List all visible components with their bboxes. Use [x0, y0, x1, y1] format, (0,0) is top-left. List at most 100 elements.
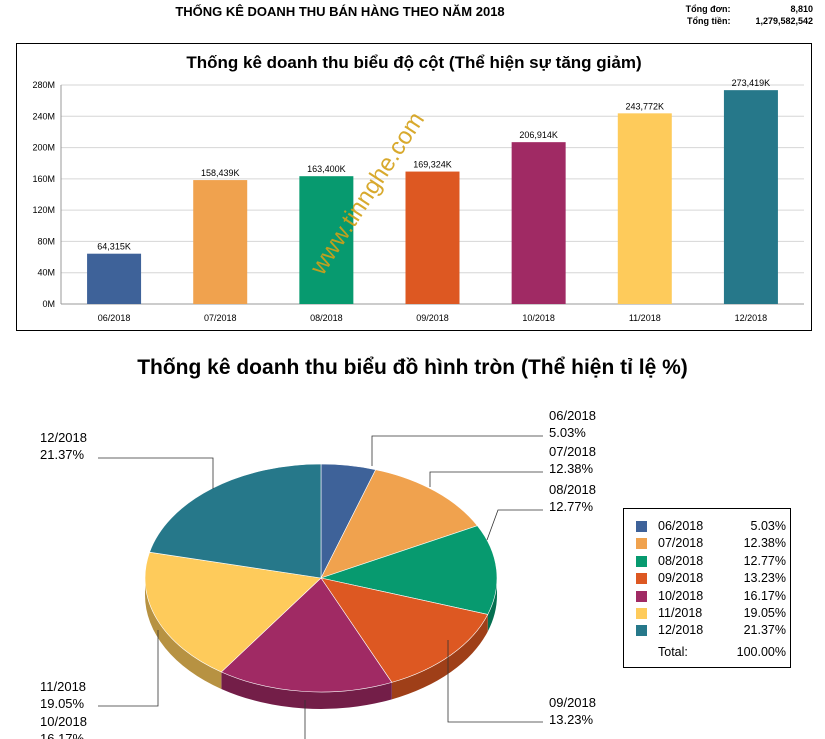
bar-chart-title: Thống kê doanh thu biểu độ cột (Thể hiện… — [186, 53, 641, 72]
legend-item: 10/2018 16.17% — [636, 589, 786, 606]
legend-total: Total: 100.00% — [636, 645, 786, 662]
pie-callout-10/2018: 10/2018 16.17% — [40, 714, 87, 739]
summary-value: 8,810 — [790, 4, 813, 14]
pie-callout-percent: 5.03% — [549, 425, 586, 440]
pie-callout-category: 06/2018 — [549, 408, 596, 423]
pie-leader-line — [98, 457, 214, 489]
y-tick-label: 280M — [32, 80, 55, 90]
legend-percent: 13.23% — [743, 571, 786, 586]
y-tick-label: 0M — [42, 299, 55, 309]
x-tick-label: 11/2018 — [629, 313, 661, 323]
x-tick-label: 12/2018 — [735, 313, 768, 323]
legend-percent: 21.37% — [743, 623, 786, 638]
legend-total-label: Total: — [658, 644, 688, 659]
y-tick-label: 80M — [37, 236, 55, 246]
summary-total-orders: Tổng đơn: 8,810 — [670, 4, 813, 14]
pie-leader-line — [429, 471, 543, 487]
bar-data-label: 206,914K — [519, 130, 558, 140]
y-tick-label: 40M — [37, 268, 55, 278]
legend-percent: 12.38% — [743, 536, 786, 551]
bar-data-label: 273,419K — [732, 78, 771, 88]
pie-slice-07/2018 — [320, 469, 478, 579]
legend-label: 10/2018 — [658, 588, 704, 603]
bar-09/2018 — [405, 171, 460, 304]
legend-item: 06/2018 5.03% — [636, 519, 786, 536]
bar-chart-frame — [16, 43, 812, 331]
pie-leader-line — [98, 630, 159, 707]
summary-label: Tổng tiền: — [686, 16, 731, 26]
legend-label: 07/2018 — [658, 536, 704, 551]
pie-side-10/2018 — [221, 671, 392, 709]
summary-total-amount: Tổng tiền: 1,279,582,542 — [670, 16, 813, 26]
pie-callout-percent: 12.38% — [549, 461, 594, 476]
pie-callout-category: 09/2018 — [549, 695, 596, 710]
bar-data-label: 163,400K — [307, 164, 346, 174]
pie-slice-11/2018 — [144, 551, 322, 673]
bar-08/2018 — [299, 176, 354, 304]
legend-item: 11/2018 19.05% — [636, 606, 786, 623]
pie-callout-category: 08/2018 — [549, 482, 596, 497]
pie-callout-11/2018: 11/2018 19.05% — [40, 679, 86, 711]
x-tick-label: 09/2018 — [416, 313, 449, 323]
pie-slice-10/2018 — [220, 577, 393, 693]
legend-label: 12/2018 — [658, 623, 704, 638]
summary-label: Tổng đơn: — [685, 4, 731, 14]
legend-percent: 5.03% — [750, 519, 786, 533]
pie-callout-07/2018: 07/2018 12.38% — [549, 444, 596, 476]
bar-data-label: 158,439K — [201, 168, 240, 178]
legend-item: 08/2018 12.77% — [636, 554, 786, 571]
bar-12/2018 — [723, 90, 778, 304]
pie-callout-percent: 13.23% — [549, 712, 594, 727]
bar-07/2018 — [193, 180, 248, 304]
x-tick-label: 07/2018 — [204, 313, 237, 323]
y-tick-label: 240M — [32, 111, 55, 121]
x-tick-label: 10/2018 — [522, 313, 555, 323]
legend-swatch — [636, 625, 647, 637]
x-tick-label: 06/2018 — [98, 313, 131, 323]
pie-callout-percent: 16.17% — [40, 731, 85, 739]
legend-label: 06/2018 — [658, 519, 704, 533]
legend-label: 11/2018 — [658, 606, 703, 620]
legend-percent: 19.05% — [743, 606, 786, 620]
pie-callout-08/2018: 08/2018 12.77% — [549, 482, 596, 514]
pie-callout-category: 10/2018 — [40, 714, 87, 729]
pie-slice-08/2018 — [319, 525, 498, 615]
legend-item: 12/2018 21.37% — [636, 623, 786, 640]
summary-value: 1,279,582,542 — [755, 16, 813, 26]
pie-leader-line — [371, 435, 543, 466]
pie-slice-09/2018 — [320, 577, 489, 683]
legend-swatch — [636, 590, 647, 602]
legend-total-value: 100.00% — [736, 644, 786, 659]
bar-10/2018 — [511, 142, 566, 304]
x-tick-label: 08/2018 — [310, 313, 343, 323]
legend-swatch — [636, 538, 647, 550]
legend-percent: 12.77% — [743, 553, 786, 568]
bar-11/2018 — [617, 113, 672, 304]
legend-swatch — [636, 555, 647, 567]
bar-06/2018 — [87, 253, 142, 304]
y-tick-label: 160M — [32, 174, 55, 184]
pie-callout-06/2018: 06/2018 5.03% — [549, 408, 596, 440]
pie-callout-percent: 12.77% — [549, 499, 594, 514]
pie-leader-line — [447, 640, 543, 723]
pie-callout-09/2018: 09/2018 13.23% — [549, 695, 596, 727]
pie-leader-line — [486, 509, 543, 541]
pie-legend: 06/2018 5.03% 07/2018 12.38% 08/2018 12.77% 09… — [623, 508, 791, 668]
pie-callout-category: 11/2018 — [40, 679, 86, 694]
pie-side-09/2018 — [391, 614, 488, 700]
pie-callout-12/2018: 12/2018 21.37% — [40, 430, 87, 462]
bar-data-label: 64,315K — [97, 242, 131, 252]
pie-slice-12/2018 — [149, 463, 322, 579]
legend-swatch — [636, 573, 647, 585]
bar-data-label: 243,772K — [626, 101, 665, 111]
legend-label: 08/2018 — [658, 553, 704, 568]
legend-item: 09/2018 13.23% — [636, 571, 786, 588]
legend-item: 07/2018 12.38% — [636, 536, 786, 553]
pie-callout-category: 12/2018 — [40, 430, 87, 445]
legend-label: 09/2018 — [658, 571, 704, 586]
pie-chart-title: Thống kê doanh thu biểu đồ hình tròn (Th… — [137, 356, 688, 379]
report-title: THỐNG KÊ DOANH THU BÁN HÀNG THEO NĂM 201… — [175, 4, 505, 19]
y-tick-label: 200M — [32, 143, 55, 153]
pie-callout-percent: 21.37% — [40, 447, 85, 462]
